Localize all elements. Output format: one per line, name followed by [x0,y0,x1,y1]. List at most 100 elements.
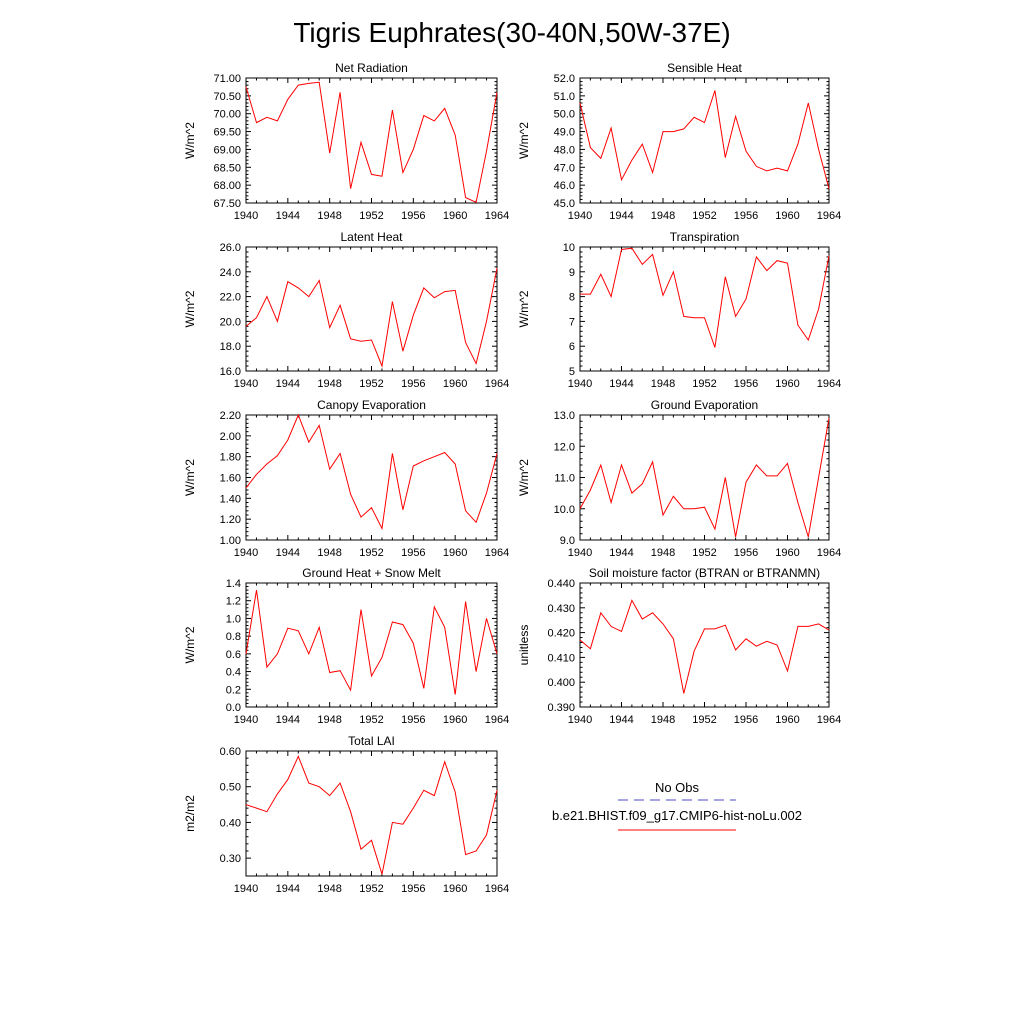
x-tick-label: 1956 [401,714,425,726]
y-tick-label: 47.0 [554,162,575,174]
y-tick-label: 69.00 [213,144,241,156]
panel-9: Total LAI 1940 1944 1948 1952 1956 1960 1964 0.3… [183,734,509,895]
x-tick-label: 1952 [359,210,383,222]
y-tick-label: 2.00 [220,431,241,443]
legend-entry-obs-label: No Obs [655,780,700,795]
y-tick-label: 24.0 [220,267,241,279]
series-line-1 [579,90,830,189]
series-line-1 [579,418,830,538]
plot-frame [579,582,830,708]
x-tick-label: 1964 [485,378,509,390]
x-tick-label: 1944 [276,547,300,559]
y-tick-label: 0.390 [547,702,575,714]
y-tick-label: 0.0 [226,702,241,714]
series-line-1 [580,247,830,348]
x-tick-label: 1940 [234,883,258,895]
y-tick-label: 11.0 [554,473,575,485]
y-tick-label: 45.0 [554,198,575,210]
x-tick-label: 1964 [817,378,841,390]
y-tick-label: 10.0 [554,504,575,516]
series-line-1 [245,81,498,204]
x-tick-label: 1948 [317,547,341,559]
y-tick-label: 1.2 [226,596,241,608]
y-tick-label: 48.0 [554,144,575,156]
y-tick-label: 0.420 [547,628,575,640]
y-tick-label: 0.440 [547,578,575,590]
x-tick-label: 1940 [234,714,258,726]
y-tick-label: 71.00 [213,73,241,85]
x-tick-label: 1944 [276,714,300,726]
x-tick-label: 1960 [443,210,467,222]
panel-title: Ground Evaporation [651,398,758,412]
y-tick-label: 0.30 [220,853,241,865]
x-tick-label: 1944 [276,883,300,895]
plot-frame [245,582,498,708]
panel-title: Transpiration [670,230,740,244]
x-tick-label: 1944 [609,210,633,222]
y-tick-label: 0.400 [547,677,575,689]
series-line-1 [245,268,498,368]
plot-frame [579,77,830,204]
panel-5: Canopy Evaporation 1940 1944 1948 1952 1956 19… [183,398,509,559]
y-axis-label: W/m^2 [517,122,531,159]
y-axis-label: W/m^2 [183,459,197,496]
y-tick-label: 0.60 [220,746,241,758]
x-tick-label: 1944 [609,714,633,726]
y-tick-label: 18.0 [220,341,241,353]
y-tick-label: 50.0 [554,109,575,121]
y-tick-label: 1.20 [220,514,241,526]
y-tick-label: 20.0 [220,316,241,328]
y-tick-label: 0.4 [226,667,241,679]
x-tick-label: 1940 [568,210,592,222]
y-tick-label: 5 [569,366,575,378]
y-tick-label: 0.6 [226,649,241,661]
y-tick-label: 0.410 [547,652,575,664]
legend: No Obs b.e21.BHIST.f09_g17.CMIP6-hist-no… [552,780,802,831]
panel-2: Sensible Heat 1940 1944 1948 1952 1956 1960 196… [517,61,841,222]
x-tick-label: 1956 [734,210,758,222]
x-tick-label: 1948 [651,378,675,390]
y-axis-label: W/m^2 [517,459,531,496]
x-tick-label: 1956 [401,883,425,895]
plot-frame [245,77,498,204]
y-axis-label: unitless [517,625,531,666]
x-tick-label: 1944 [276,210,300,222]
x-tick-label: 1952 [359,883,383,895]
y-tick-label: 51.0 [554,91,575,103]
y-tick-label: 1.40 [220,493,241,505]
x-tick-label: 1956 [734,714,758,726]
plot-frame [579,246,830,372]
series-line-1 [245,590,498,695]
x-tick-label: 1952 [359,378,383,390]
x-tick-label: 1948 [651,714,675,726]
y-tick-label: 0.40 [220,817,241,829]
panel-8: Soil moisture factor (BTRAN or BTRANMN) 1… [517,566,841,726]
x-tick-label: 1952 [692,378,716,390]
y-tick-label: 46.0 [554,180,575,192]
y-tick-label: 6 [569,341,575,353]
x-tick-label: 1960 [443,883,467,895]
x-tick-label: 1940 [568,378,592,390]
y-tick-label: 22.0 [220,292,241,304]
y-tick-label: 16.0 [220,366,241,378]
x-tick-label: 1944 [276,378,300,390]
y-tick-label: 1.4 [226,578,241,590]
y-axis-label: m2/m2 [183,795,197,832]
panel-7: Ground Heat + Snow Melt 1940 1944 1948 1952 1… [183,566,509,726]
panel-title: Soil moisture factor (BTRAN or BTRANMN) [589,566,820,580]
x-tick-label: 1964 [485,547,509,559]
x-tick-label: 1964 [485,210,509,222]
y-tick-label: 7 [569,316,575,328]
y-tick-label: 1.00 [220,535,241,547]
x-tick-label: 1956 [734,547,758,559]
y-tick-label: 0.430 [547,603,575,615]
y-tick-label: 8 [569,292,575,304]
panel-title: Net Radiation [335,61,408,75]
y-axis-label: W/m^2 [183,122,197,159]
x-tick-label: 1964 [485,883,509,895]
x-tick-label: 1964 [485,714,509,726]
x-tick-label: 1952 [359,547,383,559]
x-tick-label: 1948 [651,547,675,559]
x-tick-label: 1960 [443,547,467,559]
y-tick-label: 2.20 [220,410,241,422]
